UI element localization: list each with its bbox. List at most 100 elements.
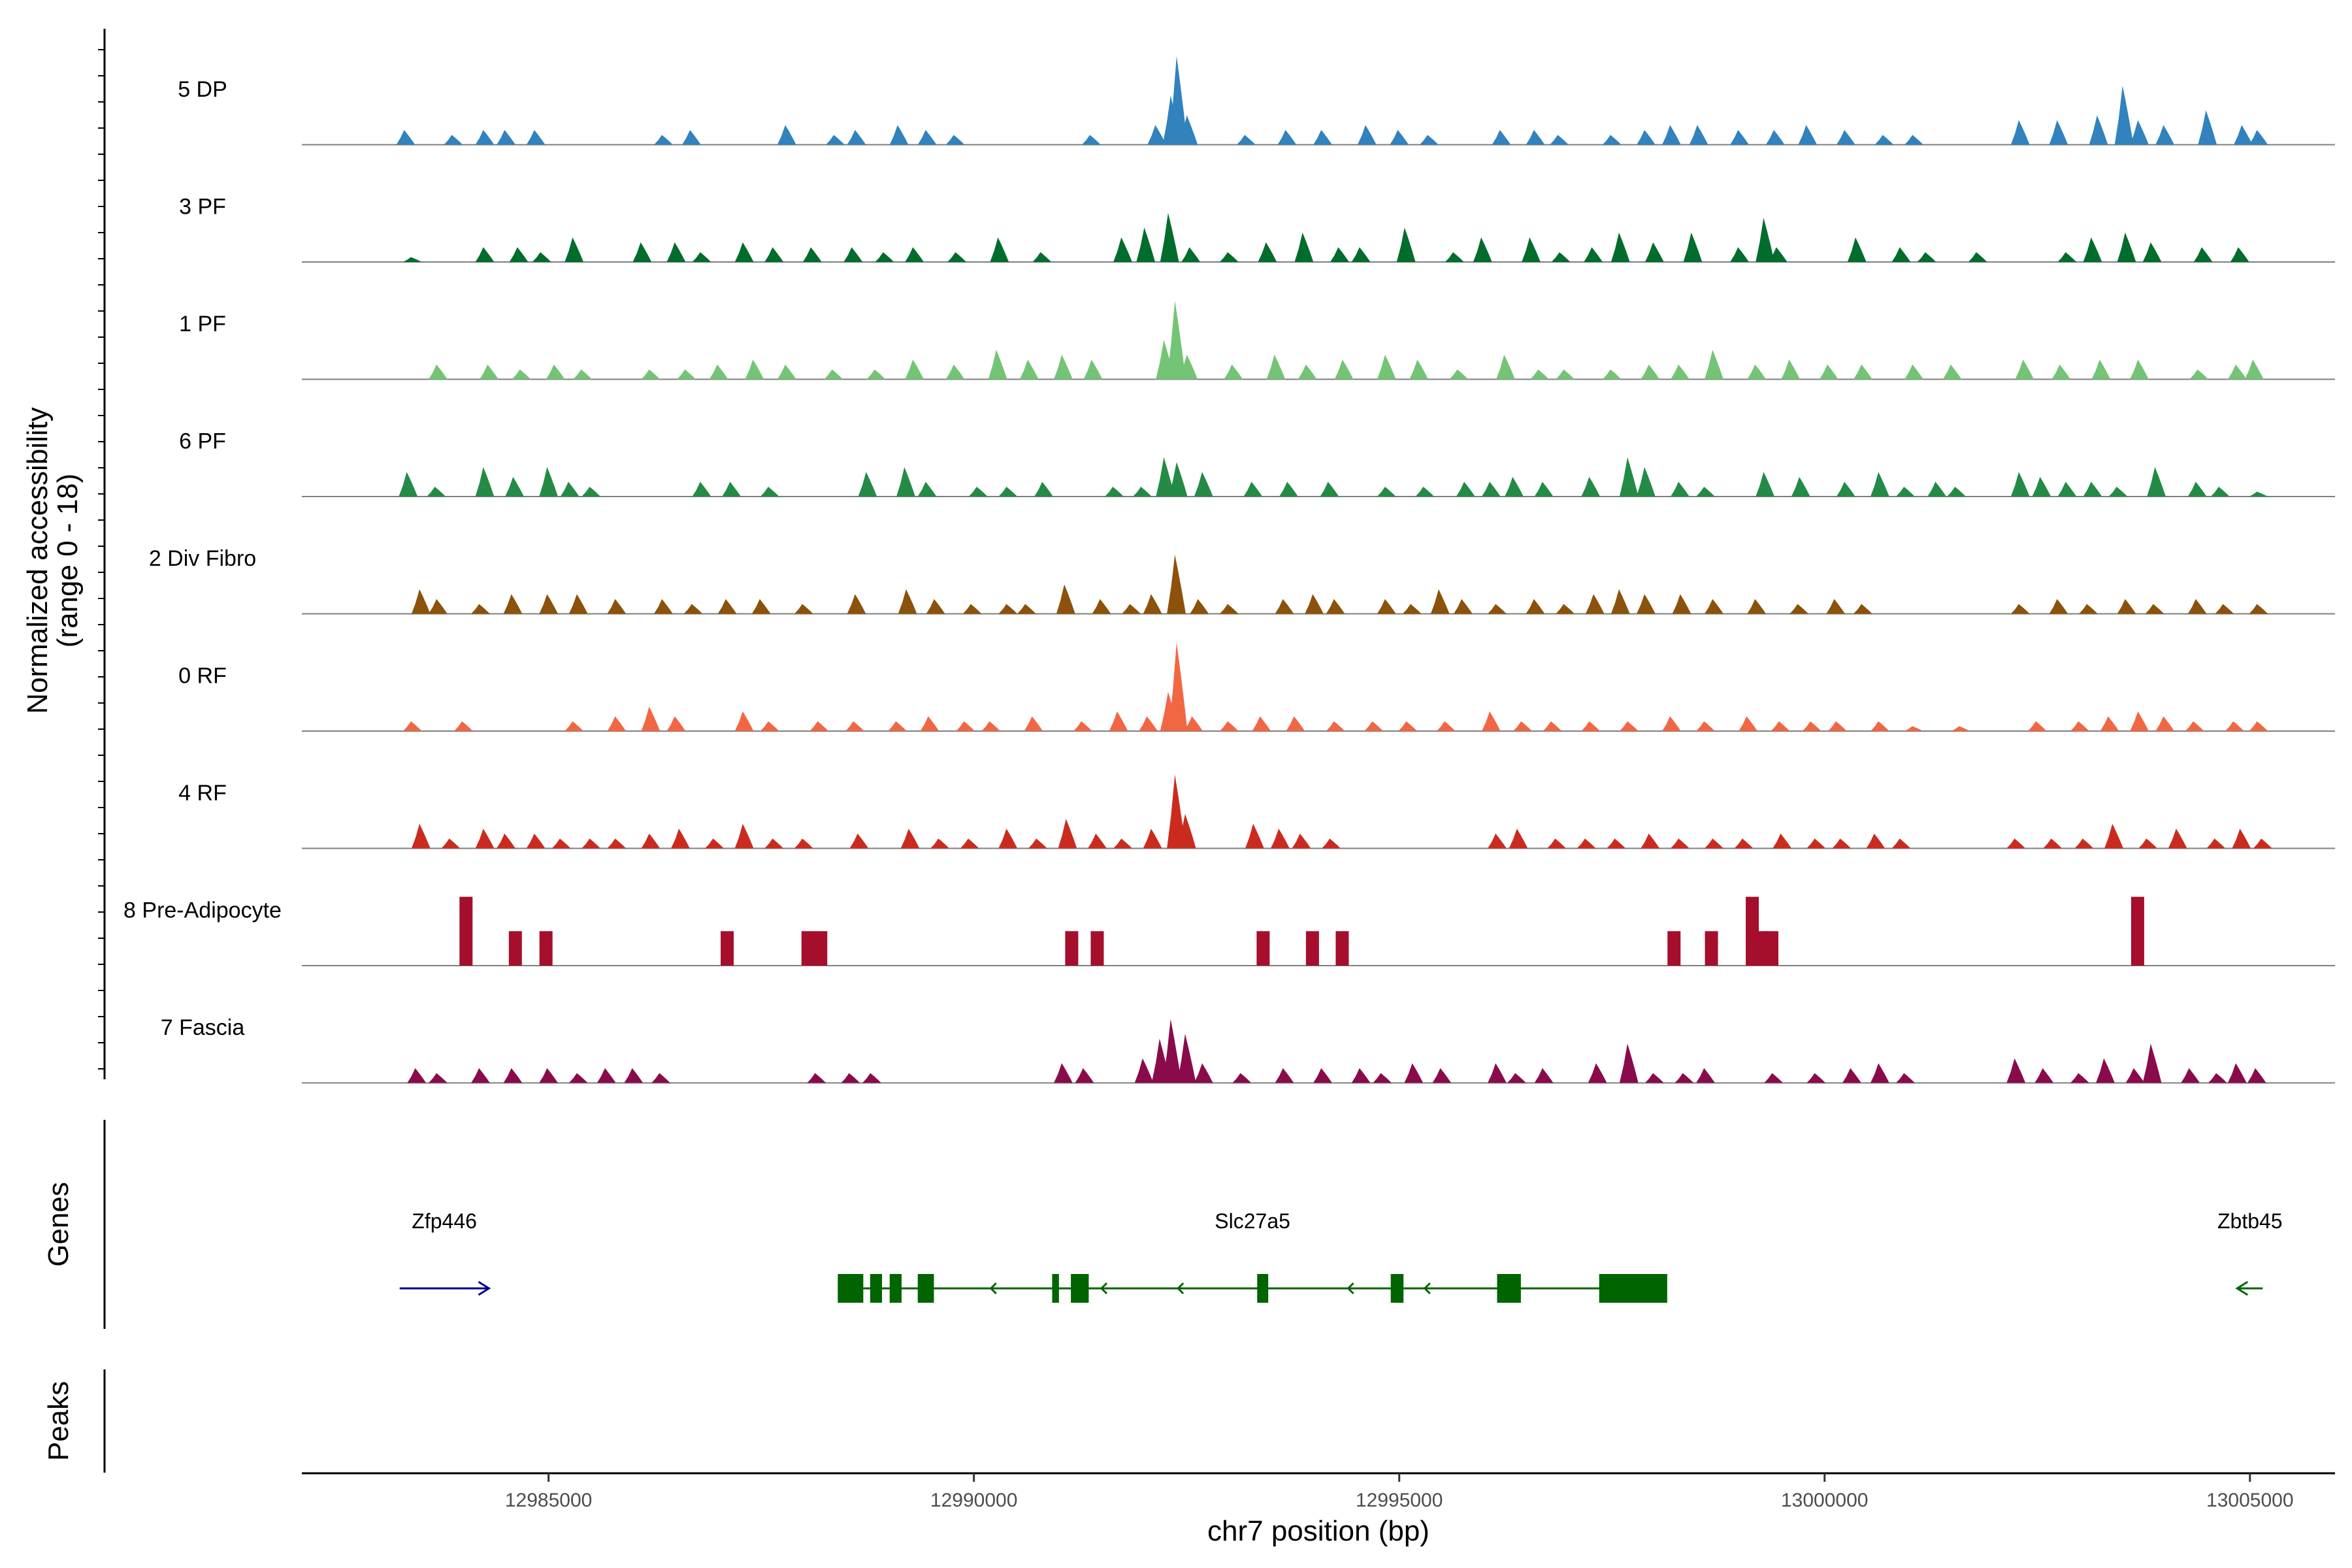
coverage-peak	[581, 838, 601, 849]
coverage-peak	[459, 896, 473, 966]
coverage-peak	[632, 242, 652, 262]
coverage-peak	[1179, 115, 1198, 145]
coverage-peak	[1556, 369, 1575, 380]
coverage-peak	[497, 129, 515, 145]
strand-arrow	[2235, 1281, 2249, 1296]
coverage-peak	[745, 359, 764, 380]
coverage-peak	[1019, 359, 1039, 380]
coverage-peak	[1674, 1073, 1694, 1083]
coverage-peak	[1167, 301, 1186, 380]
coverage-peak	[1747, 598, 1766, 614]
coverage-peak	[956, 721, 975, 731]
coverage-peak	[1322, 838, 1341, 849]
coverage-peak	[2147, 466, 2166, 497]
coverage-peak	[1836, 482, 1855, 497]
coverage-peak	[1351, 247, 1371, 262]
coverage-peak	[596, 1068, 616, 1083]
coverage-peak	[539, 466, 559, 497]
coverage-peak	[1968, 252, 1987, 262]
coverage-peak	[2010, 604, 2030, 614]
coverage-peak	[998, 604, 1018, 614]
coverage-peak	[526, 129, 546, 145]
coverage-peak	[2032, 476, 2051, 497]
coverage-peak	[568, 1073, 588, 1083]
coverage-peak	[2138, 838, 2157, 849]
coverage-peak	[1644, 242, 1664, 262]
coverage-peak	[1581, 476, 1601, 497]
gene-exon	[1257, 1274, 1269, 1303]
coverage-peak	[1219, 252, 1239, 262]
genes-track-label: Genes	[42, 1182, 74, 1267]
coverage-peak	[2074, 838, 2094, 849]
coverage-peak	[1492, 129, 1511, 145]
coverage-peak	[2010, 120, 2030, 145]
coverage-peak	[875, 252, 894, 262]
coverage-peak	[1313, 1068, 1332, 1083]
coverage-peak	[1134, 1058, 1154, 1083]
strand-arrow	[478, 1281, 491, 1296]
coverage-peak	[1789, 604, 1809, 614]
coverage-peak	[2181, 1068, 2200, 1083]
coverage-peak	[794, 838, 813, 849]
coverage-peak	[1092, 598, 1111, 614]
coverage-peak	[653, 135, 673, 145]
coverage-peak	[1194, 1063, 1213, 1083]
y-axis-title-line1: Normalized accessibility	[22, 407, 54, 713]
coverage-peak	[2034, 1068, 2054, 1083]
coverage-peak	[2249, 721, 2268, 731]
coverage-peak	[1641, 364, 1660, 380]
coverage-peak	[905, 247, 924, 262]
coverage-peak	[862, 1073, 881, 1083]
coverage-peak	[794, 604, 813, 614]
coverage-peak	[428, 598, 448, 614]
coverage-peak	[1156, 457, 1175, 497]
gene-exon	[1052, 1274, 1059, 1303]
coverage-peak	[564, 721, 584, 731]
coverage-peak	[1075, 1068, 1094, 1083]
coverage-peak	[1320, 482, 1339, 497]
coverage-peak	[1705, 838, 1723, 849]
coverage-peak	[428, 1073, 448, 1083]
coverage-peak	[1768, 247, 1788, 262]
coverage-peak	[1136, 227, 1156, 262]
coverage-peak	[1581, 721, 1601, 731]
coverage-peak	[847, 129, 866, 145]
coverage-peak	[2130, 120, 2149, 145]
track-label: 1 PF	[179, 312, 226, 336]
track-2-div-fibro: 2 Div Fibro	[149, 546, 2335, 615]
coverage-peak	[1256, 931, 1270, 966]
coverage-peak	[1585, 594, 1605, 614]
coverage-peak	[847, 594, 866, 614]
coverage-peak	[441, 838, 461, 849]
coverage-peak	[1891, 838, 1911, 849]
strand-arrow	[1423, 1282, 1431, 1295]
coverage-peak	[734, 823, 754, 849]
coverage-peak	[1056, 584, 1075, 614]
coverage-peak	[1534, 1068, 1554, 1083]
coverage-peak	[990, 237, 1009, 262]
coverage-peak	[1509, 828, 1528, 849]
coverage-peak	[564, 237, 584, 262]
coverage-peak	[526, 833, 546, 849]
coverage-peak	[1534, 482, 1554, 497]
coverage-peak	[2130, 711, 2149, 731]
coverage-peak	[981, 721, 1001, 731]
coverage-peak	[1827, 721, 1847, 731]
coverage-peak	[1271, 828, 1290, 849]
coverage-peak	[509, 247, 529, 262]
coverage-peak	[1771, 721, 1790, 731]
coverage-peak	[2185, 721, 2204, 731]
coverage-peak	[1147, 125, 1167, 145]
coverage-peak	[2230, 247, 2249, 262]
coverage-peak	[920, 716, 939, 731]
coverage-peak	[1184, 716, 1203, 731]
coverage-peak	[2249, 604, 2268, 614]
coverage-peak	[1826, 598, 1846, 614]
coverage-peak	[2227, 1063, 2247, 1083]
coverage-peak	[1032, 252, 1052, 262]
coverage-peak	[1139, 716, 1158, 731]
coverage-peak	[1334, 359, 1354, 380]
coverage-peak	[843, 247, 863, 262]
coverage-peak	[1602, 135, 1622, 145]
coverage-peak	[1607, 838, 1626, 849]
